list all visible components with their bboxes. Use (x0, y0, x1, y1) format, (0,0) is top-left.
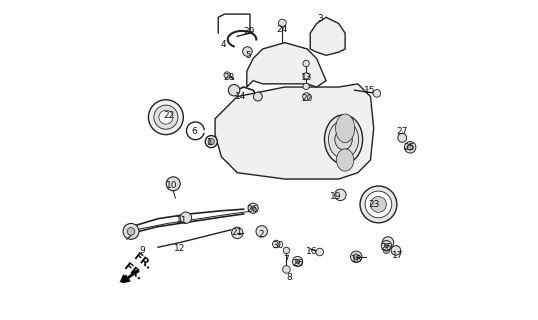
Circle shape (224, 72, 230, 78)
Text: 4: 4 (220, 40, 226, 49)
Circle shape (398, 133, 407, 142)
Text: 30: 30 (272, 241, 284, 250)
Text: 1: 1 (208, 138, 213, 147)
Text: 5: 5 (245, 51, 251, 60)
Circle shape (243, 47, 252, 56)
Circle shape (373, 90, 381, 97)
Circle shape (123, 223, 139, 239)
Ellipse shape (335, 129, 352, 150)
Circle shape (284, 247, 289, 253)
Circle shape (407, 144, 413, 150)
Ellipse shape (329, 120, 359, 158)
Circle shape (282, 266, 291, 273)
Polygon shape (215, 84, 374, 179)
Circle shape (371, 196, 386, 212)
Circle shape (383, 247, 390, 253)
Circle shape (148, 100, 183, 135)
Circle shape (293, 256, 303, 267)
Text: 8: 8 (287, 273, 293, 282)
Text: 28: 28 (223, 73, 235, 82)
Circle shape (384, 244, 388, 248)
Text: 26: 26 (381, 243, 392, 252)
Text: 16: 16 (306, 247, 317, 257)
Circle shape (253, 92, 263, 101)
Text: 26: 26 (292, 259, 303, 268)
Circle shape (360, 186, 397, 223)
Circle shape (381, 241, 392, 251)
Text: 29: 29 (244, 27, 255, 36)
Text: 10: 10 (166, 181, 178, 190)
Circle shape (351, 251, 362, 262)
Text: 3: 3 (317, 14, 323, 23)
Circle shape (382, 237, 394, 248)
Text: 21: 21 (231, 228, 243, 237)
Circle shape (316, 248, 323, 256)
Text: 2: 2 (258, 230, 264, 239)
Circle shape (248, 203, 258, 213)
Text: 17: 17 (392, 251, 403, 260)
Text: 13: 13 (301, 73, 312, 82)
Text: 24: 24 (276, 25, 287, 35)
Text: 23: 23 (368, 200, 379, 209)
Circle shape (180, 212, 192, 223)
Circle shape (127, 228, 135, 235)
Text: 26: 26 (247, 205, 258, 214)
Circle shape (303, 93, 310, 100)
Circle shape (154, 105, 178, 129)
Ellipse shape (336, 149, 354, 171)
Ellipse shape (205, 136, 217, 148)
Circle shape (256, 226, 267, 237)
Text: 20: 20 (301, 94, 313, 103)
Circle shape (391, 246, 401, 255)
Text: 18: 18 (350, 255, 362, 264)
Text: FR.: FR. (132, 251, 153, 271)
Circle shape (405, 142, 416, 153)
Polygon shape (310, 17, 345, 55)
Circle shape (159, 110, 173, 124)
Circle shape (303, 60, 309, 67)
Circle shape (229, 84, 240, 96)
Circle shape (166, 177, 180, 191)
Text: 25: 25 (403, 143, 414, 152)
Circle shape (231, 227, 243, 239)
Text: 9: 9 (139, 246, 145, 255)
Circle shape (365, 191, 392, 218)
Circle shape (303, 83, 309, 90)
Circle shape (335, 189, 346, 201)
Circle shape (251, 206, 256, 211)
Ellipse shape (336, 114, 355, 142)
Text: 12: 12 (174, 244, 185, 253)
Text: 6: 6 (192, 127, 197, 136)
Circle shape (272, 240, 280, 248)
Text: 11: 11 (176, 216, 188, 225)
Text: 15: 15 (364, 86, 376, 95)
Circle shape (295, 259, 300, 264)
Text: 19: 19 (330, 192, 342, 201)
Circle shape (279, 19, 286, 27)
Circle shape (353, 254, 359, 260)
Text: 14: 14 (235, 92, 246, 101)
Text: 27: 27 (397, 127, 408, 136)
Ellipse shape (324, 115, 363, 164)
Circle shape (303, 73, 309, 79)
Text: FR.: FR. (122, 261, 144, 282)
Circle shape (208, 139, 215, 145)
Text: 22: 22 (164, 111, 175, 120)
Text: 7: 7 (284, 255, 289, 264)
Polygon shape (247, 43, 326, 87)
